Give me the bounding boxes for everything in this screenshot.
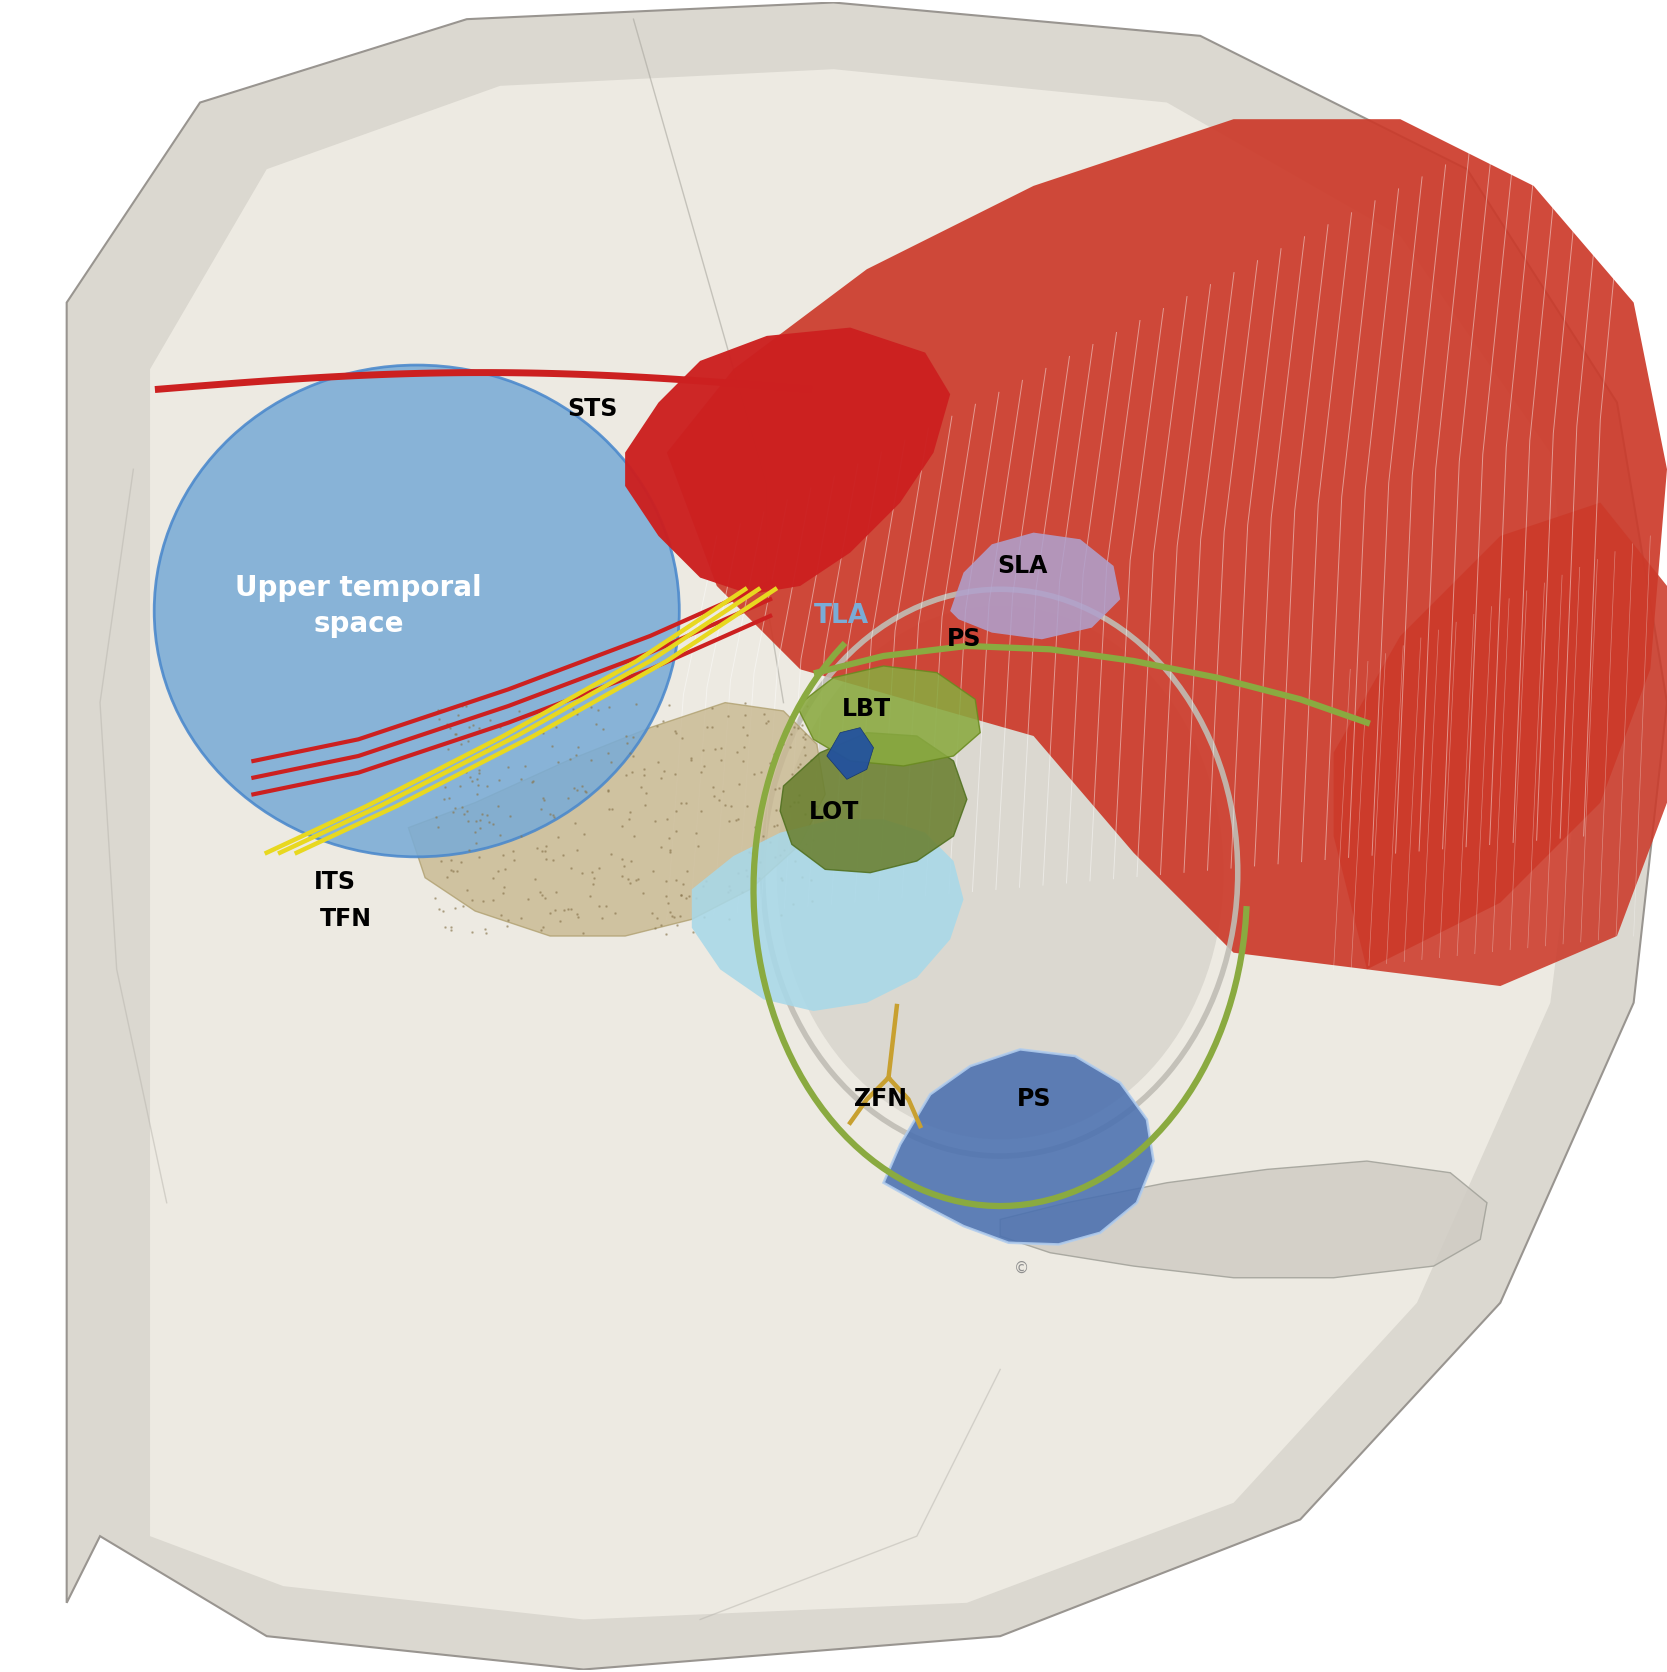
- Polygon shape: [950, 533, 1120, 639]
- Polygon shape: [667, 119, 1667, 970]
- Text: TFN: TFN: [320, 906, 372, 931]
- Polygon shape: [884, 1050, 1154, 1244]
- Ellipse shape: [777, 605, 1224, 1139]
- Polygon shape: [1334, 503, 1667, 986]
- Polygon shape: [797, 665, 980, 766]
- Text: ZFN: ZFN: [854, 1087, 907, 1112]
- Text: Upper temporal
space: Upper temporal space: [235, 573, 482, 639]
- Text: ©: ©: [1014, 1261, 1029, 1276]
- Polygon shape: [67, 2, 1667, 1670]
- Text: ITS: ITS: [313, 871, 355, 895]
- Text: TLA: TLA: [813, 602, 869, 629]
- Polygon shape: [625, 328, 950, 594]
- Ellipse shape: [153, 364, 680, 856]
- Text: STS: STS: [567, 396, 617, 421]
- Polygon shape: [408, 702, 825, 936]
- Polygon shape: [827, 727, 874, 779]
- Polygon shape: [692, 819, 964, 1012]
- Text: PS: PS: [1017, 1087, 1052, 1112]
- Polygon shape: [1000, 1160, 1487, 1277]
- Text: LBT: LBT: [842, 697, 890, 721]
- Text: PS: PS: [947, 627, 982, 650]
- Text: LOT: LOT: [808, 801, 859, 824]
- Text: SLA: SLA: [997, 553, 1047, 577]
- Polygon shape: [150, 69, 1584, 1620]
- Polygon shape: [780, 732, 967, 873]
